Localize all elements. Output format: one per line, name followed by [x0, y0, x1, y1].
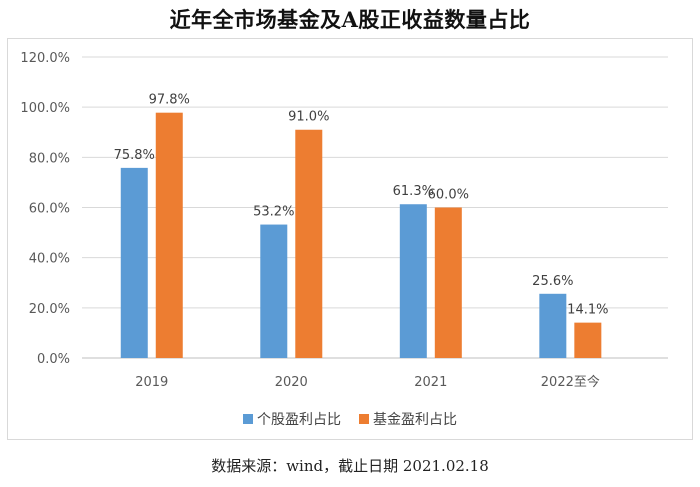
legend-swatch-fund [359, 414, 369, 424]
data-label: 97.8% [149, 93, 190, 108]
legend-label-fund: 基金盈利占比 [373, 412, 457, 428]
x-tick-label: 2020 [275, 375, 308, 390]
bar-stock [120, 167, 148, 358]
bar-stock [539, 293, 567, 358]
legend-label-stock: 个股盈利占比 [257, 412, 341, 428]
legend-item-fund: 基金盈利占比 [359, 409, 457, 429]
x-tick-label: 2021 [414, 375, 447, 390]
x-tick-label: 2022至今 [541, 374, 600, 390]
bar-stock [399, 204, 427, 358]
source-note: 数据来源：wind，截止日期 2021.02.18 [211, 457, 489, 475]
bar-fund [155, 112, 183, 358]
data-label: 60.0% [428, 188, 469, 203]
y-tick-label: 0.0% [37, 352, 70, 367]
x-tick-label: 2019 [135, 375, 168, 390]
bar-stock [260, 224, 288, 358]
bar-fund [574, 322, 602, 358]
chart-legend: 个股盈利占比 基金盈利占比 [0, 409, 700, 429]
bar-fund [295, 129, 323, 358]
chart-title: 近年全市场基金及A股正收益数量占比 [169, 7, 531, 32]
y-tick-label: 20.0% [29, 302, 70, 317]
bar-fund [434, 207, 462, 358]
data-label: 25.6% [532, 274, 573, 289]
data-label: 61.3% [393, 184, 434, 199]
chart-frame [7, 38, 693, 440]
y-tick-label: 100.0% [20, 101, 70, 116]
data-label: 14.1% [567, 303, 608, 318]
data-label: 53.2% [253, 205, 294, 220]
y-tick-label: 80.0% [29, 151, 70, 166]
y-tick-label: 60.0% [29, 202, 70, 217]
data-label: 75.8% [114, 148, 155, 163]
data-label: 91.0% [288, 110, 329, 125]
legend-item-stock: 个股盈利占比 [243, 409, 341, 429]
y-tick-label: 40.0% [29, 252, 70, 267]
y-tick-label: 120.0% [20, 51, 70, 66]
legend-swatch-stock [243, 414, 253, 424]
